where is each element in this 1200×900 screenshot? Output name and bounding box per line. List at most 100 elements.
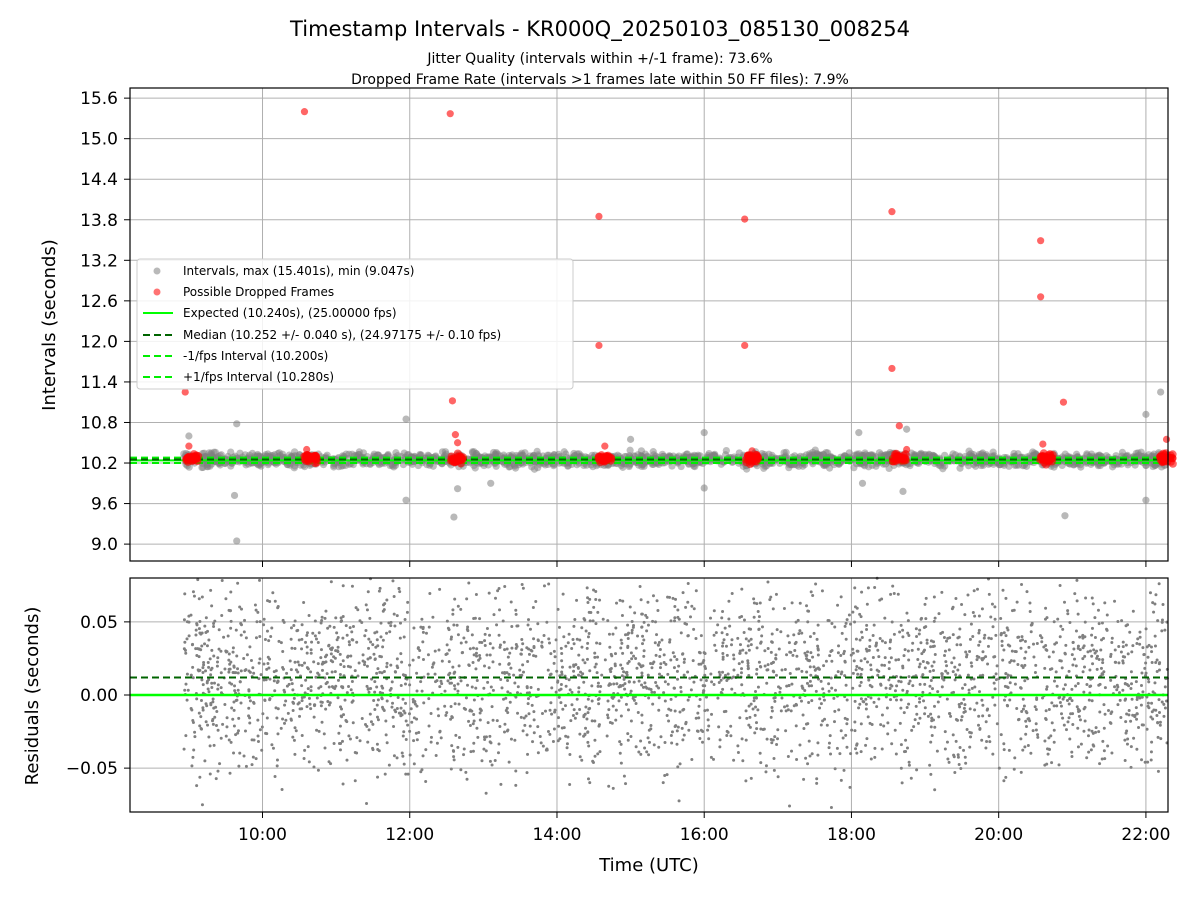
residual-point [725, 729, 729, 733]
residual-point [1045, 687, 1049, 691]
residual-point [899, 743, 903, 747]
residual-point [959, 718, 963, 722]
residual-point [963, 683, 967, 687]
residual-point [968, 649, 972, 653]
residual-point [406, 772, 410, 776]
residual-point [562, 635, 566, 639]
residual-point [763, 649, 767, 653]
residual-point [1160, 620, 1164, 624]
residual-point [730, 687, 734, 691]
residual-point [729, 643, 733, 647]
residual-point [805, 654, 809, 658]
residual-point [890, 620, 894, 624]
residual-point [864, 697, 868, 701]
residual-point [848, 785, 852, 789]
residual-point [898, 721, 902, 725]
residual-point [641, 685, 645, 689]
residual-point [789, 709, 793, 713]
residual-point [852, 659, 856, 663]
residual-point [851, 647, 855, 651]
residual-point [1015, 600, 1019, 604]
residual-point [424, 748, 428, 752]
residual-point [630, 631, 634, 635]
residual-point [766, 580, 770, 584]
residual-point [721, 651, 725, 655]
residual-point [1062, 687, 1066, 691]
residual-point [1157, 668, 1161, 672]
residual-point [238, 680, 242, 684]
residual-point [185, 637, 189, 641]
residual-point [1042, 645, 1046, 649]
residual-point [201, 706, 205, 710]
residual-point [471, 660, 475, 664]
residual-point [1146, 655, 1150, 659]
residual-point [516, 624, 520, 628]
residual-point [1019, 737, 1023, 741]
residual-point [1058, 701, 1062, 705]
residual-point [1050, 761, 1054, 765]
residual-point [341, 685, 345, 689]
residual-point [607, 708, 611, 712]
residual-point [1150, 660, 1154, 664]
residual-point [191, 676, 195, 680]
residual-point [738, 643, 742, 647]
residual-point [270, 626, 274, 630]
residual-point [766, 647, 770, 651]
residual-point [236, 729, 240, 733]
residual-point [336, 678, 340, 682]
residual-point [316, 671, 320, 675]
residual-point [376, 698, 380, 702]
residual-point [347, 684, 351, 688]
residual-point [227, 738, 231, 742]
residual-point [978, 690, 982, 694]
residual-point [806, 722, 810, 726]
legend-label-intervals: Intervals, max (15.401s), min (9.047s) [183, 264, 414, 278]
residual-point [732, 758, 736, 762]
residual-point [247, 695, 251, 699]
residual-point [929, 740, 933, 744]
residual-point [960, 603, 964, 607]
residual-point [185, 698, 189, 702]
residual-point [590, 699, 594, 703]
residual-point [807, 684, 811, 688]
residual-point [710, 712, 714, 716]
residual-point [654, 680, 658, 684]
residual-point [1048, 667, 1052, 671]
residual-point [597, 723, 601, 727]
residual-point [883, 656, 887, 660]
residual-point [594, 622, 598, 626]
residual-point [855, 665, 859, 669]
intervals-y-tick-label: 9.6 [91, 495, 118, 515]
residual-point [802, 727, 806, 731]
residual-point [818, 697, 822, 701]
residual-point [1024, 650, 1028, 654]
residual-point [810, 684, 814, 688]
residual-point [400, 751, 404, 755]
residual-point [275, 764, 279, 768]
residual-point [886, 721, 890, 725]
residual-point [367, 690, 371, 694]
residual-point [230, 682, 234, 686]
residual-point [508, 700, 512, 704]
residual-point [930, 719, 934, 723]
residual-point [941, 630, 945, 634]
residual-point [258, 620, 262, 624]
residual-point [659, 735, 663, 739]
residual-point [588, 597, 592, 601]
residual-point [725, 632, 729, 636]
residual-point [499, 782, 503, 786]
residual-point [1020, 710, 1024, 714]
residual-point [1156, 769, 1160, 773]
interval-outlier-point [858, 479, 867, 487]
residual-point [895, 684, 899, 688]
residual-point [736, 636, 740, 640]
residual-point [672, 686, 676, 690]
residual-point [187, 620, 191, 624]
intervals-axes-frame [129, 87, 1169, 562]
residual-point [644, 613, 648, 617]
residual-point [506, 690, 510, 694]
residual-point [515, 691, 519, 695]
residual-point [869, 668, 873, 672]
residual-point [896, 592, 900, 596]
